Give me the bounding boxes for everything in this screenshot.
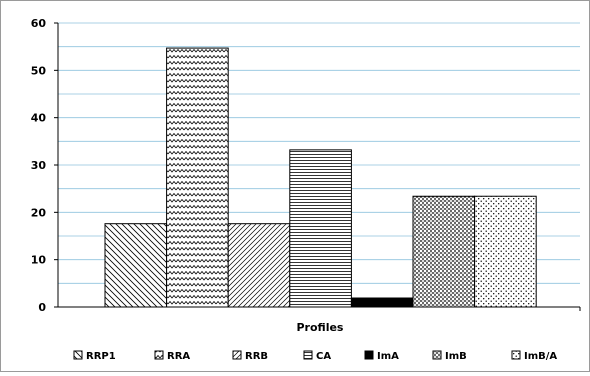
y-tick-label: 20 [31, 206, 47, 219]
legend-swatch [511, 350, 521, 360]
legend-label: ImB [445, 351, 467, 362]
y-tick-label: 0 [38, 301, 46, 314]
legend-label: RRA [167, 351, 190, 362]
legend-swatch [232, 350, 242, 360]
bar-ca [289, 149, 352, 308]
legend-swatch [364, 350, 374, 360]
bar-ima [350, 297, 414, 308]
bar-imb [412, 195, 476, 308]
bar-imb-a [474, 195, 537, 308]
bars [104, 47, 537, 308]
y-tick-label: 30 [31, 159, 47, 172]
y-tick-labels: 0 10 20 30 40 50 60 [31, 17, 47, 314]
legend-label: ImA [377, 351, 399, 362]
legend-swatch [154, 350, 164, 360]
y-tick-label: 50 [31, 64, 47, 77]
legend-label: RRP1 [86, 351, 116, 362]
axes [54, 22, 581, 311]
legend-swatch [432, 350, 442, 360]
y-tick-label: 10 [31, 254, 47, 267]
legend-swatch [73, 350, 83, 360]
bar-rrb [227, 223, 291, 308]
legend-swatch [303, 350, 313, 360]
legend-label: CA [316, 351, 331, 362]
bar-rrp1 [104, 223, 168, 308]
legend: RRP1 RRA RRB CA ImA ImB ImB/A [73, 350, 557, 362]
legend-label: ImB/A [524, 351, 557, 362]
y-tick-label: 60 [31, 17, 47, 30]
bar-rra [166, 47, 229, 308]
x-axis-label: Profiles [297, 321, 344, 334]
legend-label: RRB [245, 351, 268, 362]
y-tick-label: 40 [31, 112, 47, 125]
